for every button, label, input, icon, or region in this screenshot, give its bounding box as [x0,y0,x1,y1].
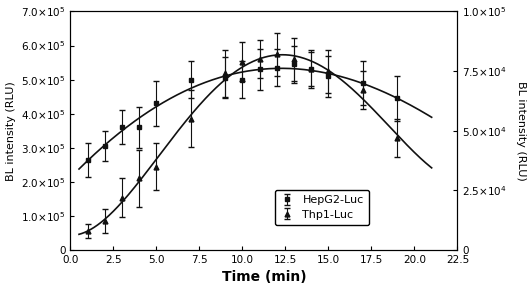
X-axis label: Time (min): Time (min) [222,271,306,284]
Y-axis label: BL intensity (RLU): BL intensity (RLU) [517,81,527,181]
Legend: HepG2-Luc, Thp1-Luc: HepG2-Luc, Thp1-Luc [275,190,369,225]
Y-axis label: BL intensity (RLU): BL intensity (RLU) [5,81,15,181]
